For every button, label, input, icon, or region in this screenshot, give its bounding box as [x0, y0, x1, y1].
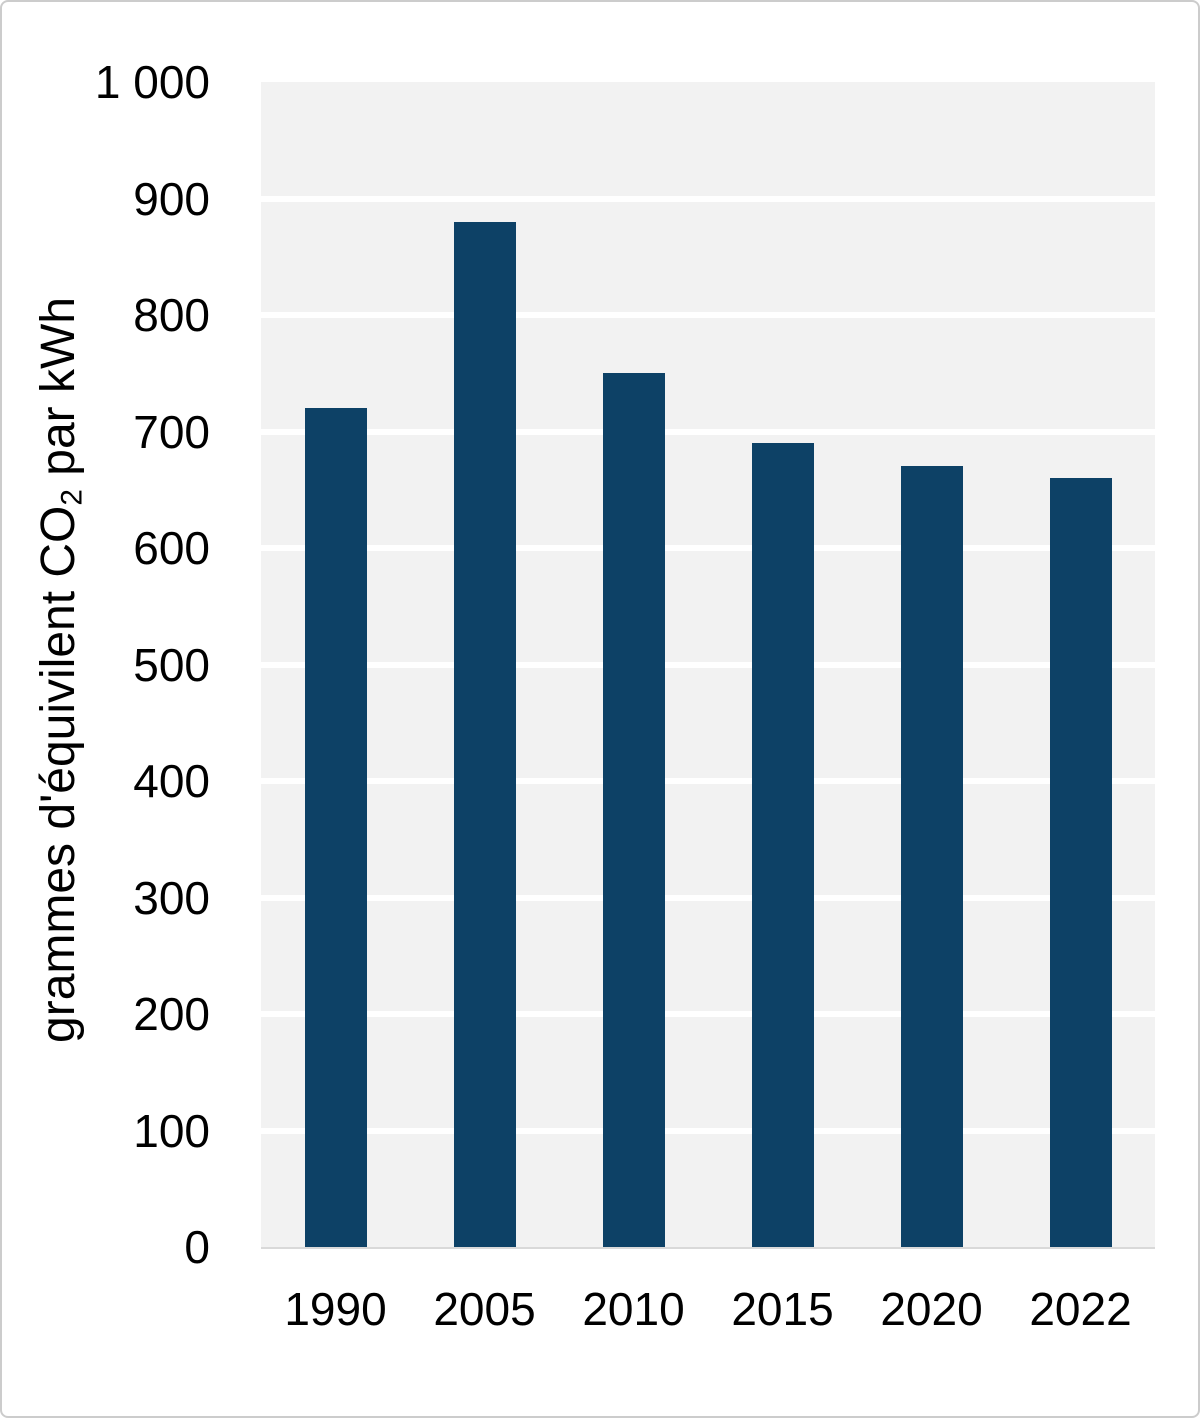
bar-2020 [900, 466, 963, 1247]
x-axis-tick-label: 2020 [880, 1283, 983, 1335]
bar-2005 [453, 221, 516, 1247]
gridline [261, 894, 1155, 901]
gridline [261, 195, 1155, 202]
y-axis-title-subscript: 2 [55, 489, 89, 506]
y-axis-tick-label: 200 [133, 988, 210, 1040]
y-axis-tick-label: 600 [133, 522, 210, 574]
bar-2022 [1049, 478, 1112, 1247]
gridline [261, 428, 1155, 435]
y-axis-tick-label: 100 [133, 1104, 210, 1157]
bar-2010 [602, 373, 665, 1247]
y-axis-tick-label: 1 000 [94, 56, 210, 108]
y-axis-tick-label: 500 [133, 638, 210, 691]
gridline [261, 312, 1155, 318]
gridline [261, 661, 1155, 668]
y-axis-title: grammes d'équivilent CO2 par kWh [32, 297, 88, 1043]
y-axis-tick-label: 800 [133, 289, 210, 341]
y-axis-tick-label: 400 [133, 755, 210, 807]
y-axis-title-suffix: par kWh [32, 297, 85, 490]
x-axis-tick-label: 1990 [284, 1283, 387, 1335]
y-axis-tick-label: 700 [133, 405, 210, 458]
x-axis-tick-label: 2022 [1029, 1283, 1132, 1335]
x-axis-line [261, 1247, 1155, 1249]
gridline [261, 1127, 1155, 1134]
y-axis-tick-label: 300 [133, 871, 210, 924]
bar-1990 [304, 408, 367, 1247]
x-axis-tick-label: 2005 [433, 1283, 536, 1335]
bar-2015 [751, 443, 814, 1247]
y-axis-tick-label: 900 [133, 172, 210, 225]
gridline [261, 1011, 1155, 1017]
y-axis-title-prefix: grammes d'équivilent CO [32, 505, 85, 1043]
x-axis-tick-label: 2015 [731, 1283, 834, 1335]
gridline [261, 778, 1155, 784]
plot-area [261, 82, 1155, 1249]
x-axis-tick-label: 2010 [582, 1283, 685, 1335]
gridline [261, 545, 1155, 551]
y-axis-tick-label: 0 [184, 1221, 210, 1273]
